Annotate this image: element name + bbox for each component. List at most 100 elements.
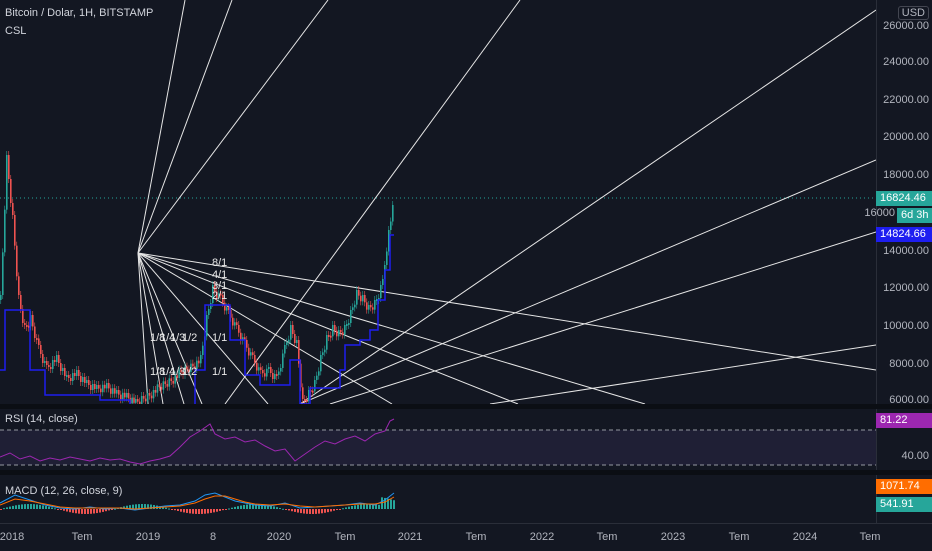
macd-histogram-bar xyxy=(285,509,287,510)
time-tick: 2019 xyxy=(135,531,161,543)
candle-body xyxy=(24,323,26,325)
macd-histogram-bar xyxy=(357,504,359,509)
macd-histogram-bar xyxy=(174,509,176,511)
rsi-value-tag: 81.22 xyxy=(876,413,932,428)
candle-body xyxy=(168,378,171,387)
candle-body xyxy=(298,340,300,364)
candle-body xyxy=(334,325,336,331)
macd-histogram-bar xyxy=(264,504,266,509)
symbol-legend-title[interactable]: Bitcoin / Dolar, 1H, BITSTAMP xyxy=(5,7,154,19)
candle-body xyxy=(312,390,314,393)
macd-histogram-bar xyxy=(270,505,272,509)
fan-label: 4/1 xyxy=(212,269,228,281)
candle-body xyxy=(138,401,141,404)
macd-histogram-bar xyxy=(123,506,125,509)
main-chart-pane[interactable]: Bitcoin / Dolar, 1H, BITSTAMP CSL 8/1 4/… xyxy=(0,0,876,404)
candle-body xyxy=(206,315,208,337)
macd-histogram-bar xyxy=(39,504,41,509)
candle-body xyxy=(64,368,66,376)
candle-body xyxy=(70,378,72,381)
macd-histogram-bar xyxy=(210,509,212,513)
fan-label: 1/8 xyxy=(150,332,166,344)
indicator-legend-csl[interactable]: CSL xyxy=(5,25,27,37)
price-tick: 10000.00 xyxy=(883,320,929,332)
macd-histogram-bar xyxy=(366,504,368,509)
candle-body xyxy=(20,295,22,309)
candle-body xyxy=(42,354,44,363)
macd-pane[interactable]: MACD (12, 26, close, 9) xyxy=(0,475,876,523)
candle-body xyxy=(60,363,62,371)
macd-histogram-bar xyxy=(261,504,263,509)
candle-body xyxy=(156,384,159,393)
candle-body xyxy=(6,155,8,210)
candle-body xyxy=(378,298,380,300)
macd-histogram-bar xyxy=(48,506,50,509)
macd-histogram-bar xyxy=(381,497,383,509)
candle-body xyxy=(74,373,76,376)
candle-body xyxy=(46,361,48,365)
candle-body xyxy=(346,324,348,326)
candle-body xyxy=(364,295,366,303)
rsi-legend[interactable]: RSI (14, close) xyxy=(5,413,78,425)
candle-body xyxy=(192,363,194,367)
pane-divider[interactable] xyxy=(0,470,932,475)
macd-histogram-bar xyxy=(219,509,221,511)
candle-body xyxy=(286,342,288,345)
fan-label: 3/1 xyxy=(212,280,228,292)
gann-fan-lines-2 xyxy=(224,0,876,404)
macd-legend[interactable]: MACD (12, 26, close, 9) xyxy=(5,485,123,497)
candle-body xyxy=(372,307,374,310)
candle-body xyxy=(242,337,244,341)
candle-body xyxy=(108,383,110,389)
candle-body xyxy=(330,335,332,338)
candle-body xyxy=(388,230,390,252)
price-tick: 18000.00 xyxy=(883,169,929,181)
macd-histogram-bar xyxy=(204,509,206,514)
macd-histogram-bar xyxy=(6,507,8,509)
candle-body xyxy=(390,221,392,230)
candle-body xyxy=(214,285,216,292)
macd-histogram-bar xyxy=(0,509,2,510)
candle-body xyxy=(82,377,84,382)
time-tick: Tem xyxy=(465,531,487,543)
macd-histogram-bar xyxy=(81,509,83,514)
candle-body xyxy=(208,309,210,315)
macd-histogram-bar xyxy=(201,509,203,514)
candle-body xyxy=(184,366,186,375)
candle-body xyxy=(244,337,246,340)
candle-body xyxy=(272,373,274,379)
candle-body xyxy=(0,295,2,300)
candle-body xyxy=(48,365,50,367)
macd-histogram-bar xyxy=(132,504,134,509)
macd-histogram-bar xyxy=(330,509,332,512)
time-tick: 2023 xyxy=(660,531,686,543)
fan-label: 1/1 xyxy=(212,332,228,344)
rsi-tick: 40.00 xyxy=(901,450,929,462)
currency-button[interactable]: USD xyxy=(897,6,929,20)
candle-body xyxy=(162,381,165,390)
price-tick: 6000.00 xyxy=(889,394,929,406)
candle-body xyxy=(198,360,200,364)
rsi-pane[interactable]: RSI (14, close) xyxy=(0,409,876,470)
rsi-axis[interactable]: 40.00 xyxy=(876,409,932,470)
macd-histogram-bar xyxy=(333,509,335,511)
macd-histogram-bar xyxy=(351,505,353,509)
macd-histogram-bar xyxy=(252,504,254,509)
macd-histogram-bar xyxy=(33,504,35,509)
candle-body xyxy=(164,381,167,384)
macd-histogram-bar xyxy=(312,509,314,514)
candle-body xyxy=(308,390,310,401)
candle-body xyxy=(314,380,316,392)
macd-histogram-bar xyxy=(228,508,230,510)
time-tick: Tem xyxy=(859,531,881,543)
pane-divider[interactable] xyxy=(0,404,932,409)
macd-histogram-bar xyxy=(267,505,269,509)
candle-body xyxy=(356,290,358,305)
macd-histogram-bar xyxy=(21,504,23,509)
candle-body xyxy=(216,291,218,298)
macd-histogram-bar xyxy=(192,509,194,514)
price-tick: 24000.00 xyxy=(883,56,929,68)
macd-histogram-bar xyxy=(306,509,308,514)
time-axis[interactable]: 2018 Tem 2019 8 2020 Tem 2021 Tem 2022 T… xyxy=(0,523,932,551)
candle-body xyxy=(380,285,382,298)
